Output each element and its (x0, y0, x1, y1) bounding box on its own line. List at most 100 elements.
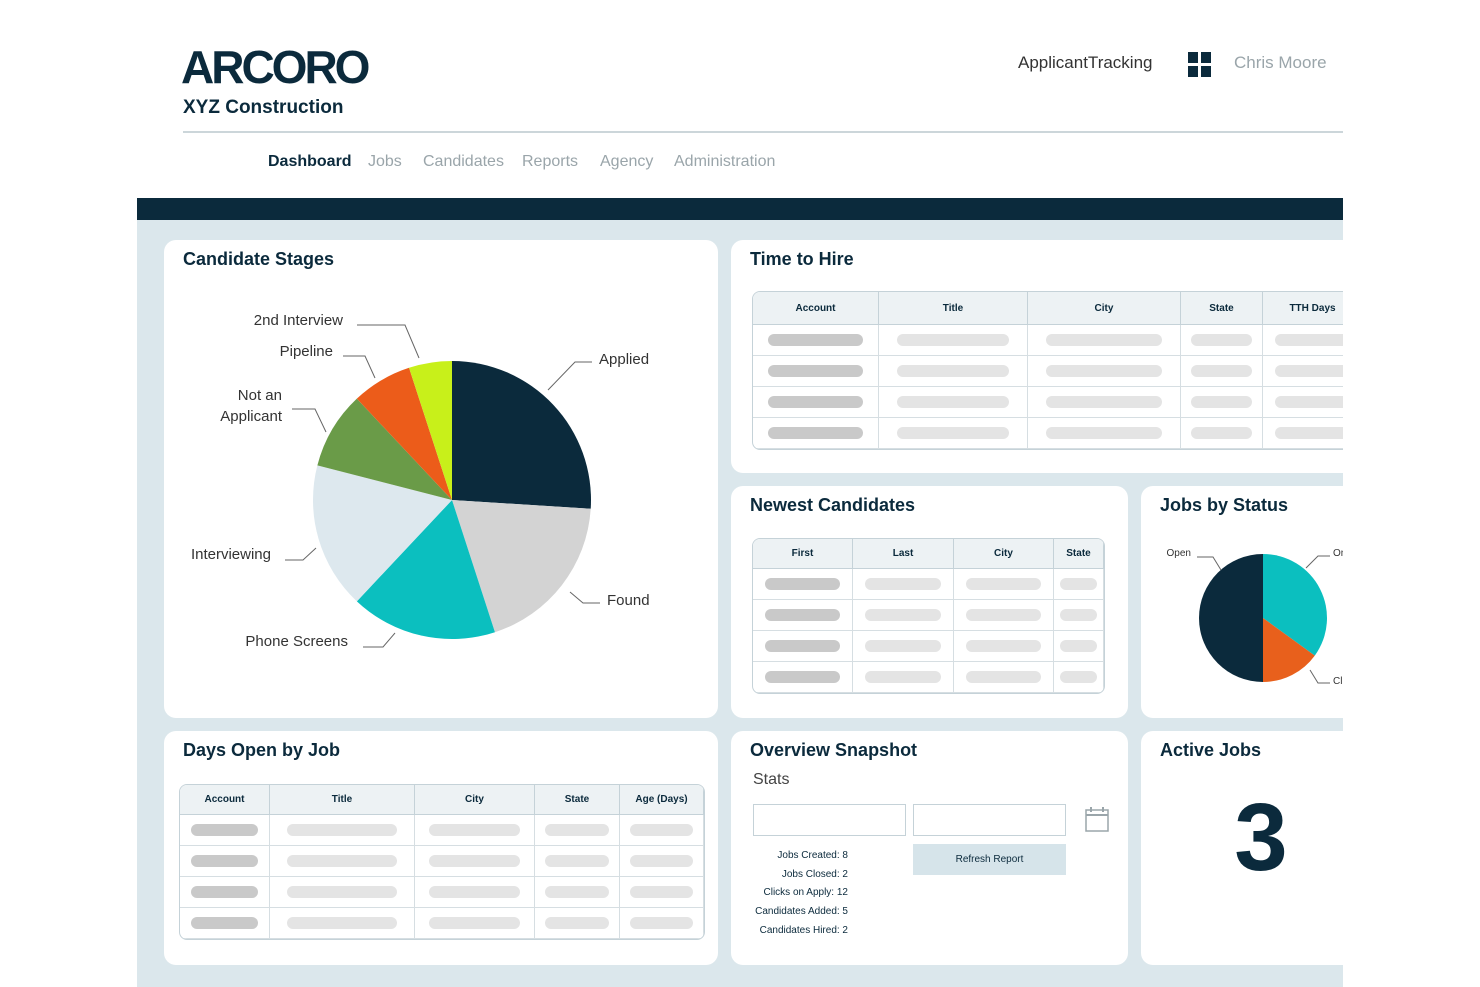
placeholder (1046, 365, 1162, 377)
leader-line (1197, 556, 1222, 571)
table-cell (879, 387, 1028, 418)
table-cell (1028, 325, 1181, 356)
column-header: City (415, 785, 535, 815)
placeholder (896, 396, 1010, 408)
placeholder (768, 334, 863, 346)
placeholder (545, 855, 609, 867)
placeholder (629, 917, 694, 929)
pie-slice (356, 500, 495, 639)
column-header: Age (Days) (620, 785, 704, 815)
leader-line (1305, 555, 1330, 569)
newest-candidates-panel: Newest Candidates First Last City State (731, 486, 1128, 718)
table-cell (954, 662, 1054, 693)
table-cell (180, 846, 270, 877)
panel-title: Days Open by Job (183, 740, 341, 760)
column-header: State (535, 785, 620, 815)
placeholder (1274, 427, 1343, 439)
stat-line: Jobs Closed: 2 (781, 868, 848, 880)
pie-slice (356, 367, 452, 500)
app-name[interactable]: ApplicantTracking (1018, 53, 1153, 72)
placeholder (764, 609, 841, 621)
leader-line (343, 355, 376, 379)
refresh-button[interactable]: Refresh Report (913, 844, 1066, 875)
table-cell (954, 569, 1054, 600)
placeholder (768, 365, 863, 377)
column-header: State (1181, 292, 1263, 325)
logo: ARCORO (181, 41, 370, 93)
table: Account Title City State Age (Days) (179, 784, 705, 940)
table-cell (620, 815, 704, 846)
slice-label: On (1333, 548, 1343, 559)
days-open-panel: Days Open by Job Account Title City State Age… (164, 731, 718, 965)
table-cell (1028, 356, 1181, 387)
pie-slice (1263, 618, 1315, 682)
nav-item[interactable]: Reports (522, 153, 579, 170)
nav-item[interactable]: Administration (674, 153, 776, 170)
nav-item[interactable]: Agency (600, 153, 654, 170)
nav-item[interactable]: Jobs (368, 153, 402, 170)
nav-item[interactable]: Dashboard (268, 153, 352, 170)
pie-slice (313, 465, 452, 602)
table-cell (180, 908, 270, 939)
table-cell (753, 356, 879, 387)
column-header: City (1028, 292, 1181, 325)
panel-title: Active Jobs (1160, 740, 1262, 760)
stat-line: Candidates Added: 5 (755, 906, 848, 918)
column-header: Last (853, 539, 954, 569)
placeholder (965, 609, 1042, 621)
table-cell (415, 846, 535, 877)
leader-line (569, 591, 600, 604)
table-cell (1263, 325, 1343, 356)
placeholder (287, 824, 397, 836)
placeholder (1274, 334, 1343, 346)
time-to-hire-panel: Time to Hire Account Title City State TTH Day… (731, 240, 1343, 473)
column-header: Account (180, 785, 270, 815)
pie-chart (1197, 554, 1330, 684)
slice-label: Cl (1333, 676, 1343, 687)
user-name[interactable]: Chris Moore (1234, 53, 1327, 72)
placeholder (629, 886, 694, 898)
stat-line: Clicks on Apply: 12 (763, 887, 849, 899)
table-cell (1054, 569, 1104, 600)
table-cell (853, 569, 954, 600)
placeholder (764, 578, 841, 590)
table-cell (535, 908, 620, 939)
table-cell (753, 387, 879, 418)
company: XYZ Construction (183, 97, 344, 118)
placeholder (865, 640, 941, 652)
table-cell (954, 600, 1054, 631)
column-header: Title (270, 785, 415, 815)
panel-title: Jobs by Status (1160, 495, 1289, 515)
panel-title: Overview Snapshot (750, 740, 918, 760)
pie-slice (452, 361, 591, 509)
pie-slice (1199, 554, 1263, 682)
date-input[interactable] (913, 804, 1066, 836)
nav-item[interactable]: Candidates (423, 153, 504, 170)
calendar-icon[interactable] (1085, 806, 1109, 832)
placeholder (629, 824, 694, 836)
placeholder (865, 671, 941, 683)
table-cell (879, 325, 1028, 356)
table-cell (753, 418, 879, 449)
pie-slice (452, 500, 591, 633)
placeholder (768, 427, 863, 439)
panel-title: Newest Candidates (750, 495, 916, 515)
table-cell (879, 356, 1028, 387)
placeholder (1046, 427, 1162, 439)
table-cell (853, 662, 954, 693)
placeholder (1059, 671, 1098, 683)
dashboard: Candidate Stages Applied Found Phone Screen… (137, 198, 1343, 987)
leader-line (285, 547, 317, 561)
table-cell (853, 600, 954, 631)
grid-icon[interactable] (1188, 52, 1212, 78)
date-input[interactable] (753, 804, 906, 836)
pie-slice (1263, 554, 1327, 656)
column-header: City (954, 539, 1054, 569)
placeholder (1046, 334, 1162, 346)
placeholder (287, 855, 397, 867)
placeholder (1274, 396, 1343, 408)
table-cell (1181, 356, 1263, 387)
column-header: State (1054, 539, 1104, 569)
placeholder (764, 640, 841, 652)
